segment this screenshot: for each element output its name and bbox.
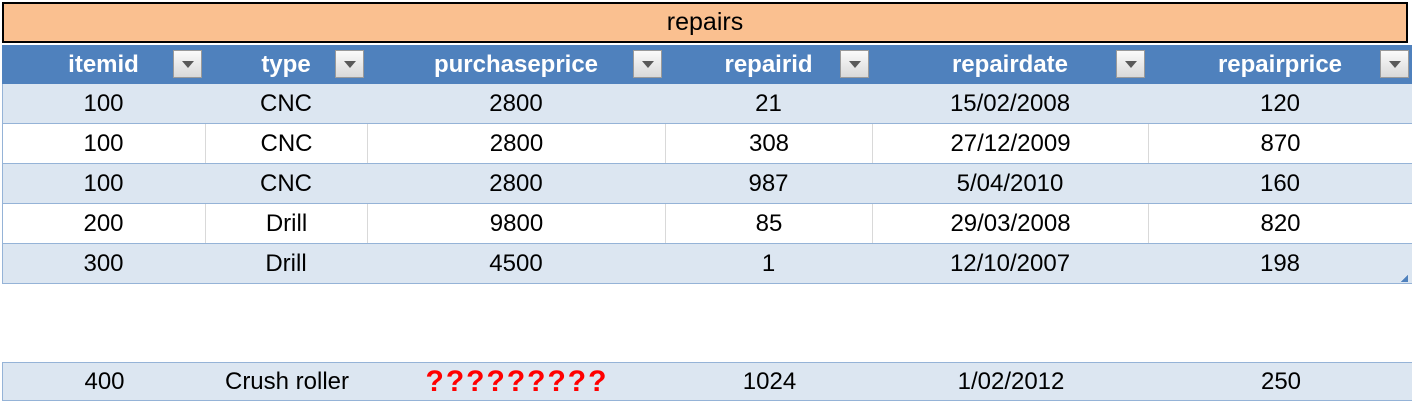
cell-purchaseprice[interactable]: 2800 [489, 89, 543, 117]
cell-itemid[interactable]: 100 [83, 129, 124, 157]
filter-dropdown-icon[interactable] [1116, 50, 1145, 78]
cell-repairid[interactable]: 85 [665, 204, 872, 243]
cell-type[interactable]: CNC [260, 169, 312, 197]
table-row: 200 Drill 9800 85 29/03/2008 820 [2, 204, 1412, 244]
cell-purchaseprice[interactable]: 4500 [489, 249, 543, 277]
column-header-label: repairprice [1217, 50, 1343, 78]
column-header-label: itemid [68, 50, 139, 78]
cell-repairprice[interactable]: 250 [1260, 367, 1302, 395]
cell-repairid[interactable]: 21 [755, 89, 782, 117]
cell-repairdate[interactable]: 29/03/2008 [872, 204, 1148, 243]
cell-repairprice[interactable]: 160 [1259, 169, 1301, 197]
cell-purchaseprice-unknown[interactable]: ????????? [425, 364, 609, 398]
cell-type[interactable]: Crush roller [224, 367, 350, 395]
filter-dropdown-icon[interactable] [1380, 50, 1409, 78]
cell-repairprice[interactable]: 120 [1259, 89, 1301, 117]
column-header-label: repairid [724, 50, 813, 78]
filter-dropdown-icon[interactable] [633, 50, 662, 78]
cell-itemid[interactable]: 300 [83, 249, 124, 277]
cell-type[interactable]: CNC [260, 89, 312, 117]
filter-dropdown-icon[interactable] [840, 50, 869, 78]
column-header-type[interactable]: type [205, 45, 367, 84]
filter-dropdown-icon[interactable] [173, 50, 202, 78]
column-header-label: purchaseprice [433, 50, 599, 78]
cell-purchaseprice[interactable]: 9800 [367, 204, 665, 243]
cell-repairprice[interactable]: 820 [1148, 204, 1412, 243]
cell-itemid[interactable]: 100 [83, 89, 124, 117]
column-header-label: repairdate [951, 50, 1069, 78]
cell-repairprice[interactable]: 870 [1148, 124, 1412, 163]
cell-itemid[interactable]: 200 [83, 209, 124, 237]
cell-itemid[interactable]: 100 [83, 169, 124, 197]
column-header-repairdate[interactable]: repairdate [872, 45, 1148, 84]
cell-repairdate[interactable]: 5/04/2010 [956, 169, 1064, 197]
column-header-repairid[interactable]: repairid [665, 45, 872, 84]
table-resize-handle[interactable] [1401, 275, 1408, 282]
cell-repairid[interactable]: 987 [748, 169, 789, 197]
column-header-repairprice[interactable]: repairprice [1148, 45, 1412, 84]
cell-repairid[interactable]: 308 [665, 124, 872, 163]
cell-itemid[interactable]: 400 [84, 367, 125, 395]
cell-purchaseprice[interactable]: 2800 [489, 169, 543, 197]
cell-repairdate[interactable]: 15/02/2008 [949, 89, 1071, 117]
filter-dropdown-icon[interactable] [335, 50, 364, 78]
table-body: 100 CNC 2800 21 15/02/2008 120 100 CNC 2… [2, 84, 1412, 284]
table-row: 300 Drill 4500 1 12/10/2007 198 [2, 244, 1412, 284]
cell-repairid[interactable]: 1 [761, 249, 776, 277]
table-row: 100 CNC 2800 21 15/02/2008 120 [2, 84, 1412, 124]
table-header-row: itemid type purchaseprice repairid repai… [2, 45, 1412, 84]
cell-repairdate[interactable]: 27/12/2009 [872, 124, 1148, 163]
cell-type[interactable]: CNC [205, 124, 367, 163]
cell-repairdate[interactable]: 1/02/2012 [957, 367, 1065, 395]
cell-purchaseprice[interactable]: 2800 [367, 124, 665, 163]
column-header-purchaseprice[interactable]: purchaseprice [367, 45, 665, 84]
cell-repairid[interactable]: 1024 [742, 367, 797, 395]
cell-repairdate[interactable]: 12/10/2007 [949, 249, 1071, 277]
column-header-itemid[interactable]: itemid [2, 45, 205, 84]
table-title: repairs [2, 2, 1408, 43]
table-title-text: repairs [666, 8, 744, 36]
cell-type[interactable]: Drill [265, 249, 307, 277]
table-row: 100 CNC 2800 308 27/12/2009 870 [2, 124, 1412, 164]
column-header-label: type [261, 50, 311, 78]
table-row: 100 CNC 2800 987 5/04/2010 160 [2, 164, 1412, 204]
cell-repairprice[interactable]: 198 [1259, 249, 1301, 277]
new-record-row: 400 Crush roller ????????? 1024 1/02/201… [2, 362, 1412, 401]
cell-type[interactable]: Drill [205, 204, 367, 243]
